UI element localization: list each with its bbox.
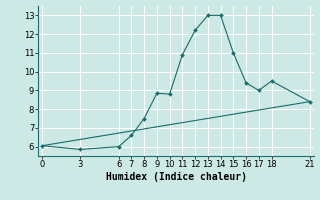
X-axis label: Humidex (Indice chaleur): Humidex (Indice chaleur)	[106, 172, 246, 182]
